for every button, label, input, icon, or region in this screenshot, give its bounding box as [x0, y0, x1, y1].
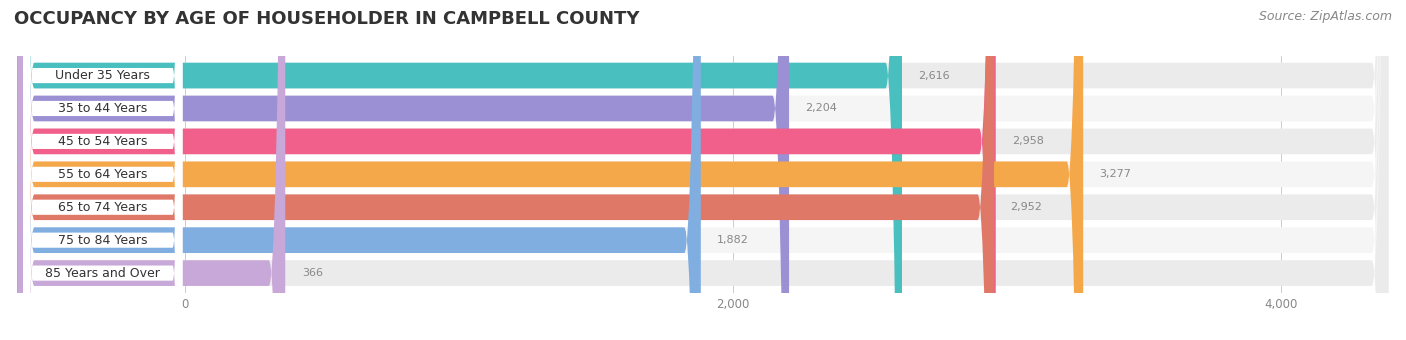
FancyBboxPatch shape — [18, 0, 1388, 340]
Text: Under 35 Years: Under 35 Years — [55, 69, 150, 82]
Text: 366: 366 — [302, 268, 323, 278]
FancyBboxPatch shape — [18, 0, 1388, 340]
Text: 45 to 54 Years: 45 to 54 Years — [58, 135, 148, 148]
FancyBboxPatch shape — [18, 0, 1388, 340]
Text: 65 to 74 Years: 65 to 74 Years — [58, 201, 148, 214]
Text: 85 Years and Over: 85 Years and Over — [45, 267, 160, 279]
Text: 2,958: 2,958 — [1012, 136, 1045, 147]
FancyBboxPatch shape — [24, 0, 183, 340]
FancyBboxPatch shape — [24, 0, 183, 340]
FancyBboxPatch shape — [18, 0, 995, 340]
FancyBboxPatch shape — [18, 0, 700, 340]
FancyBboxPatch shape — [24, 0, 183, 340]
Text: 35 to 44 Years: 35 to 44 Years — [58, 102, 148, 115]
Text: OCCUPANCY BY AGE OF HOUSEHOLDER IN CAMPBELL COUNTY: OCCUPANCY BY AGE OF HOUSEHOLDER IN CAMPB… — [14, 10, 640, 28]
FancyBboxPatch shape — [24, 0, 183, 340]
Text: 2,204: 2,204 — [806, 103, 838, 114]
FancyBboxPatch shape — [24, 0, 183, 340]
Text: 55 to 64 Years: 55 to 64 Years — [58, 168, 148, 181]
Text: 75 to 84 Years: 75 to 84 Years — [58, 234, 148, 246]
FancyBboxPatch shape — [18, 0, 903, 340]
FancyBboxPatch shape — [18, 0, 1388, 340]
Text: 2,616: 2,616 — [918, 71, 950, 81]
FancyBboxPatch shape — [18, 0, 789, 340]
FancyBboxPatch shape — [24, 0, 183, 340]
FancyBboxPatch shape — [18, 0, 1083, 340]
FancyBboxPatch shape — [18, 0, 285, 340]
Text: 3,277: 3,277 — [1099, 169, 1132, 179]
FancyBboxPatch shape — [18, 0, 1388, 340]
Text: 1,882: 1,882 — [717, 235, 749, 245]
FancyBboxPatch shape — [18, 0, 1388, 340]
Text: Source: ZipAtlas.com: Source: ZipAtlas.com — [1258, 10, 1392, 23]
FancyBboxPatch shape — [18, 0, 994, 340]
FancyBboxPatch shape — [18, 0, 1388, 340]
Text: 2,952: 2,952 — [1011, 202, 1042, 212]
FancyBboxPatch shape — [24, 0, 183, 340]
